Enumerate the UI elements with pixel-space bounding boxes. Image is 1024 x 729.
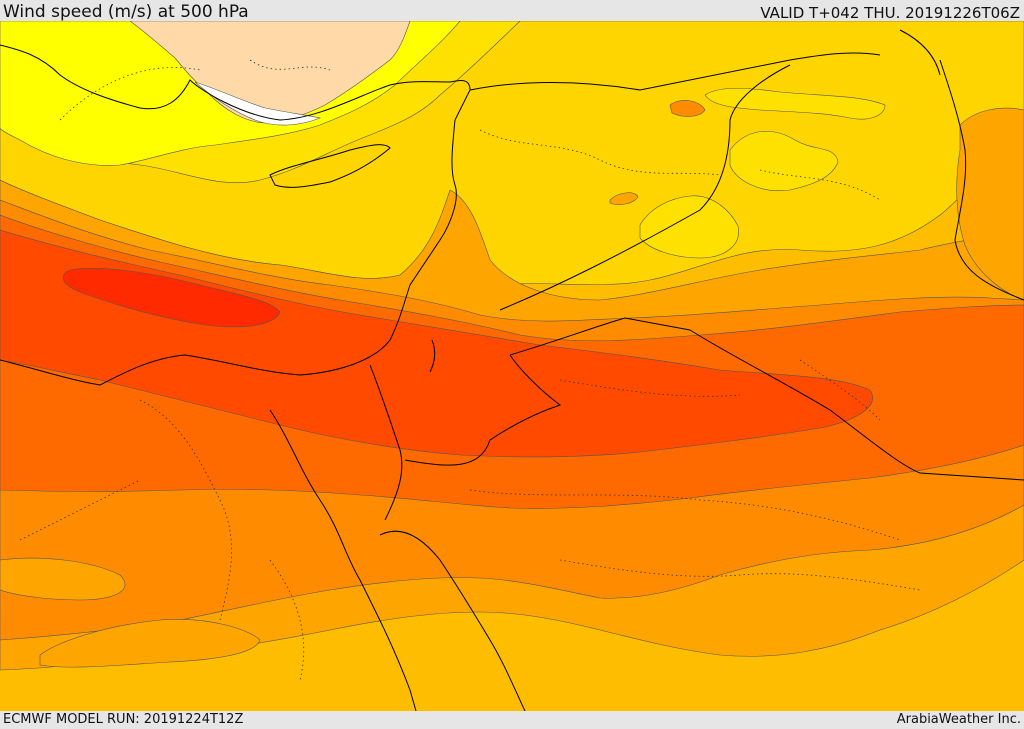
map-title: Wind speed (m/s) at 500 hPa <box>3 2 249 22</box>
band-white <box>194 81 322 126</box>
band-ff8c00-patch-1 <box>669 100 706 117</box>
coastline-red-sea-east <box>379 530 526 711</box>
border-saudi-jordan <box>509 317 1024 481</box>
coastline-red-sea-west <box>269 409 417 711</box>
valid-time: VALID T+042 THU. 20191226T06Z <box>760 4 1020 22</box>
border-iraq <box>469 52 881 91</box>
footer-bar: ECMWF MODEL RUN: 20191224T12Z ArabiaWeat… <box>0 711 1024 729</box>
coastline-cyprus <box>269 144 391 188</box>
model-run-label: ECMWF MODEL RUN: 20191224T12Z <box>3 712 244 727</box>
band-ffe100-east-1 <box>704 88 886 120</box>
coastline-levant <box>0 119 457 386</box>
coastlines <box>0 29 1024 711</box>
band-ff8c00-patch-2 <box>609 192 639 205</box>
credit-label: ArabiaWeather Inc. <box>896 712 1021 727</box>
map-canvas <box>0 21 1024 711</box>
band-ff2a00 <box>62 268 281 328</box>
coastline-gulf <box>939 59 1024 301</box>
band-ffe100-east-2 <box>729 131 839 191</box>
border-jordan-east <box>404 354 562 466</box>
band-ffa500-east <box>956 107 1024 301</box>
border-saudi-iraq <box>499 64 791 311</box>
river-nile-lake <box>429 339 436 373</box>
internal-boundaries <box>19 59 921 681</box>
band-ffa500-sw-patch-2 <box>0 557 126 601</box>
coastline-turkey <box>0 44 471 121</box>
band-ff4a00 <box>0 229 873 458</box>
wind-speed-map <box>0 21 1024 711</box>
band-ffa500-sw-patch <box>39 619 261 668</box>
band-ffe100-east-3 <box>639 195 739 259</box>
coastline-caspian-edge <box>899 29 941 76</box>
border-egypt-sinai <box>369 364 403 521</box>
header-bar: Wind speed (m/s) at 500 hPa VALID T+042 … <box>0 0 1024 22</box>
